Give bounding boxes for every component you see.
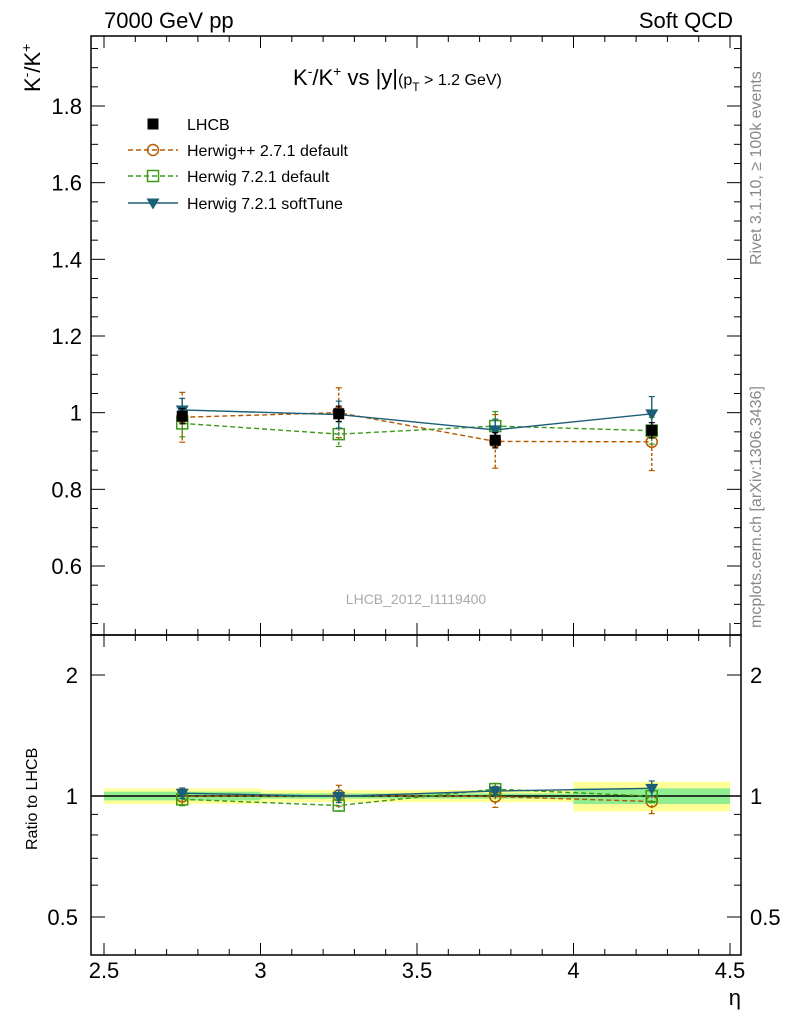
ratio-ylabel: Ratio to LHCB xyxy=(24,748,41,850)
ratio-series-2-point-0 xyxy=(175,788,189,800)
legend-label-2: Herwig 7.2.1 default xyxy=(187,169,330,186)
ratio-y-tick-label-right: 1 xyxy=(750,784,762,809)
ratio-y-tick-label-right: 2 xyxy=(750,663,762,688)
x-tick-label: 4 xyxy=(567,958,579,983)
main-ylabel: K-/K+ xyxy=(18,44,45,92)
main-y-tick-label: 1 xyxy=(70,401,82,426)
main-series-2-point-2 xyxy=(488,425,502,437)
rivet-version-label: Rivet 3.1.10, ≥ 100k events xyxy=(748,71,765,265)
x-tick-label: 4.5 xyxy=(715,958,746,983)
legend-label-0: LHCB xyxy=(187,117,230,134)
ratio-y-tick-label-right: 0.5 xyxy=(750,905,781,930)
legend-marker-1 xyxy=(146,143,160,157)
legend-label-3: Herwig 7.2.1 softTune xyxy=(187,196,343,213)
ratio-series-2-point-3 xyxy=(645,783,659,795)
header-energy-label: 7000 GeV pp xyxy=(104,8,234,33)
main-title: K-/K+ vs |y|(pT > 1.2 GeV) xyxy=(293,63,502,94)
ratio-series-1-line xyxy=(182,788,652,807)
legend-marker-3 xyxy=(146,198,160,210)
x-tick-label: 3 xyxy=(254,958,266,983)
main-series-3-point-1 xyxy=(333,408,345,420)
header-category-label: Soft QCD xyxy=(639,8,733,33)
main-y-tick-label: 1.4 xyxy=(51,247,82,272)
ratio-series-2-line xyxy=(182,787,652,798)
ratio-series-2-point-2 xyxy=(488,786,502,798)
legend-marker-0 xyxy=(147,118,159,130)
main-series-1-line xyxy=(182,422,652,435)
ratio-plot-frame xyxy=(90,634,742,956)
mcplots-reference-label: mcplots.cern.ch [arXiv:1306.3436] xyxy=(748,386,765,628)
main-series-3-point-0 xyxy=(176,410,188,422)
x-axis-label: η xyxy=(729,985,741,1010)
legend-label-1: Herwig++ 2.7.1 default xyxy=(187,143,349,160)
ratio-series-2-point-1 xyxy=(332,791,346,803)
ratio-series-0-line xyxy=(182,794,652,803)
x-tick-label: 2.5 xyxy=(89,958,120,983)
main-series-0-line xyxy=(182,411,652,443)
x-tick-label: 3.5 xyxy=(402,958,433,983)
ratio-y-tick-label-left: 2 xyxy=(66,663,78,688)
legend-marker-2 xyxy=(146,169,160,183)
ratio-y-tick-label-left: 0.5 xyxy=(47,905,78,930)
main-y-tick-label: 0.6 xyxy=(51,554,82,579)
main-series-1-point-1 xyxy=(332,427,345,441)
ratio-y-tick-label-left: 1 xyxy=(66,784,78,809)
main-y-tick-label: 1.6 xyxy=(51,171,82,196)
main-y-tick-label: 1.8 xyxy=(51,94,82,119)
main-series-3-point-2 xyxy=(489,434,501,446)
main-series-2-point-3 xyxy=(645,409,659,421)
main-series-3-point-3 xyxy=(646,424,658,436)
analysis-watermark: LHCB_2012_I1119400 xyxy=(346,591,487,607)
main-y-tick-label: 0.8 xyxy=(51,477,82,502)
main-series-2-line xyxy=(182,409,652,431)
main-y-tick-label: 1.2 xyxy=(51,324,82,349)
